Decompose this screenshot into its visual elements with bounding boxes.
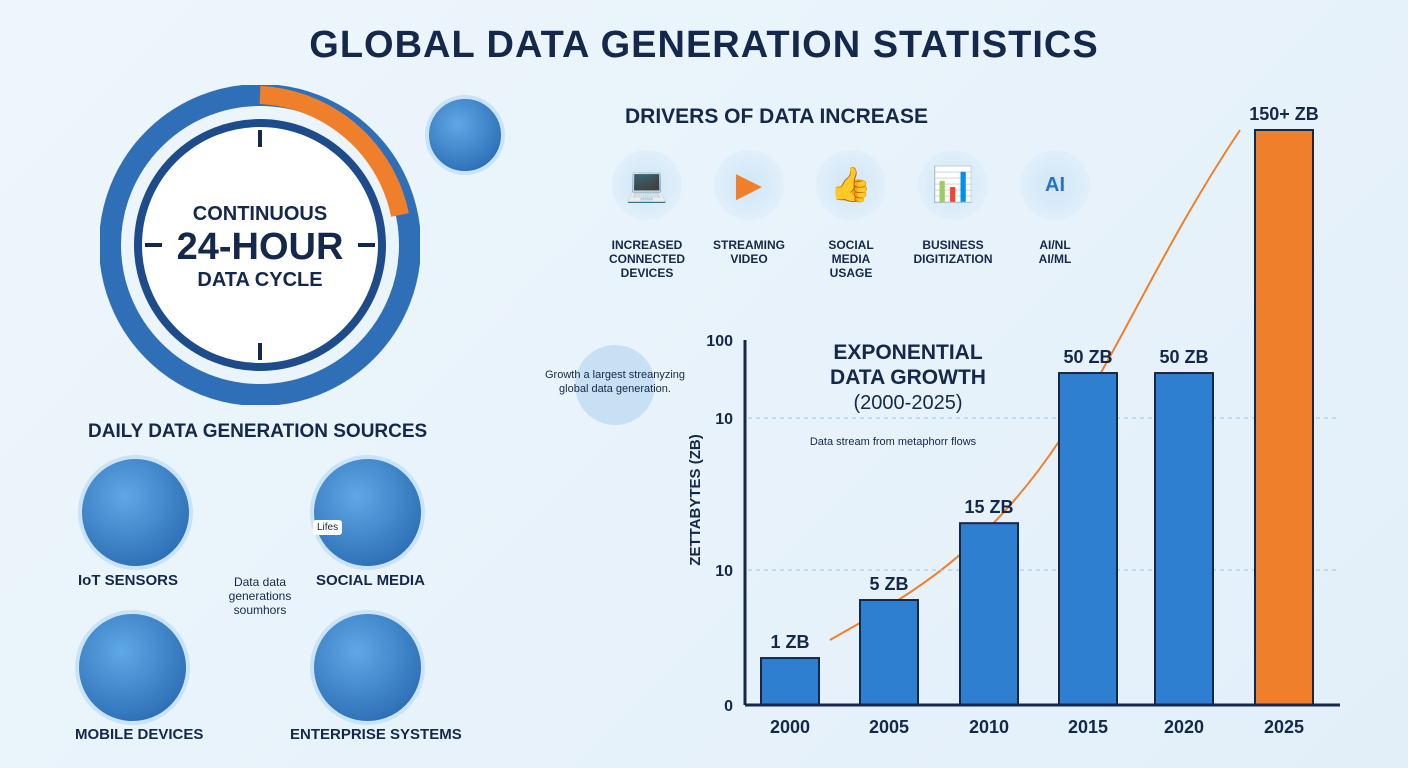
x-tick-label: 2020 (1164, 717, 1204, 737)
driver-item: 💻 INCREASED CONNECTED DEVICES (605, 150, 689, 280)
drivers-heading: DRIVERS OF DATA INCREASE (625, 105, 928, 128)
sources-center-note: Data data generations soumhors (228, 575, 292, 617)
x-tick-label: 2025 (1264, 717, 1304, 737)
y-tick-label: 10 (715, 563, 733, 580)
presentation-chart-icon: 📊 (918, 150, 988, 220)
bar-2025 (1254, 129, 1314, 706)
page-title: GLOBAL DATA GENERATION STATISTICS (309, 24, 1099, 66)
driver-item: ▶ STREAMING VIDEO (707, 150, 791, 280)
data-label: 50 ZB (1159, 347, 1208, 367)
clock-line3: DATA CYCLE (197, 269, 323, 291)
y-tick-label: 0 (724, 698, 733, 715)
social-badge: Lifes (313, 520, 343, 535)
data-label: 5 ZB (869, 574, 908, 594)
driver-item: 👍 SOCIAL MEDIA USAGE (809, 150, 893, 280)
bar-2000 (760, 657, 820, 707)
thumbs-up-icon: 👍 (816, 150, 886, 220)
y-tick-label: 100 (706, 333, 733, 350)
bar-2005 (859, 599, 919, 706)
source-label: ENTERPRISE SYSTEMS (290, 726, 462, 743)
clock-line2: 24-HOUR (176, 226, 344, 268)
globe-icon (425, 95, 505, 175)
bar-2020 (1154, 372, 1214, 706)
source-label: IoT SENSORS (78, 572, 179, 589)
sources-heading: DAILY DATA GENERATION SOURCES (88, 421, 428, 442)
source-label: SOCIAL MEDIA (316, 572, 425, 589)
stream-note: Data stream from metaphorr flows (810, 436, 977, 448)
x-tick-label: 2010 (969, 717, 1009, 737)
source-label: MOBILE DEVICES (75, 726, 204, 743)
bar-2010 (959, 522, 1019, 706)
data-label: 150+ ZB (1249, 104, 1319, 124)
video-play-icon: ▶ (714, 150, 784, 220)
clock-graphic: CONTINUOUS 24-HOUR DATA CYCLE (99, 84, 421, 406)
data-label: 1 ZB (770, 632, 809, 652)
driver-item: 📊 BUSINESS DIGITIZATION (911, 150, 995, 280)
ai-brain-icon: AI (1020, 150, 1090, 220)
social-feed-icon (310, 455, 425, 570)
growth-note: Growth a largest streanyzing global data… (545, 369, 686, 395)
x-tick-label: 2015 (1068, 717, 1108, 737)
data-label: 50 ZB (1063, 347, 1112, 367)
server-icon (310, 610, 425, 725)
growth-note-bubble (575, 345, 655, 425)
clock-line1: CONTINUOUS (192, 203, 328, 225)
bar-2015 (1058, 372, 1118, 706)
drivers-list: 💻 INCREASED CONNECTED DEVICES ▶ STREAMING … (605, 150, 1097, 280)
y-tick-label: 10 (715, 411, 733, 428)
smartphone-icon (75, 610, 190, 725)
x-tick-label: 2005 (869, 717, 909, 737)
chart-subtitle: (2000-2025) (853, 392, 963, 414)
x-tick-label: 2000 (770, 717, 810, 737)
y-axis-label: ZETTABYTES (ZB) (687, 434, 704, 565)
devices-icon: 💻 (612, 150, 682, 220)
data-label: 15 ZB (964, 497, 1013, 517)
chart-heading: EXPONENTIAL DATA GROWTH (2000-2025) (808, 340, 1008, 416)
cycle-arrows-icon (99, 84, 421, 406)
thermometer-icon (78, 455, 193, 570)
driver-item: AI AI/NL AI/ML (1013, 150, 1097, 280)
chart-title: EXPONENTIAL DATA GROWTH (830, 341, 986, 389)
